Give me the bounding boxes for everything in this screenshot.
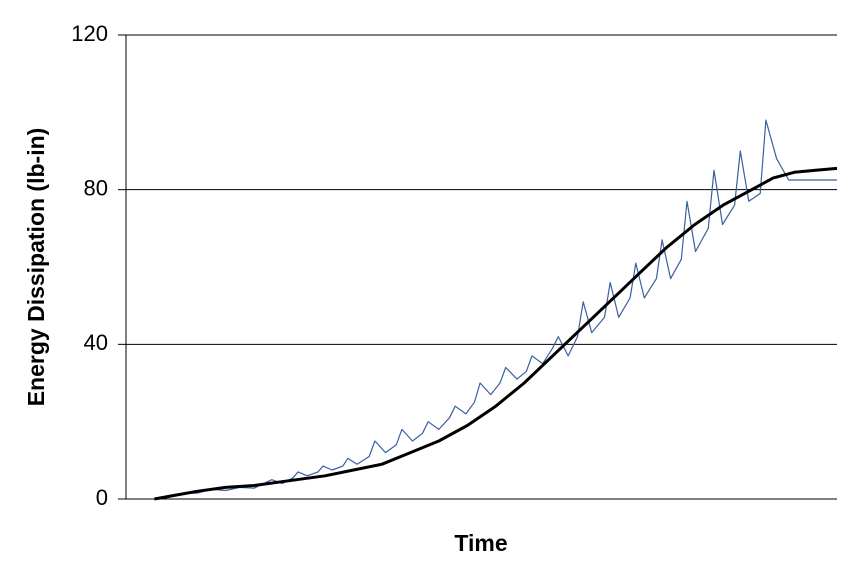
x-axis-label: Time: [454, 530, 507, 556]
y-tick-label: 80: [84, 175, 108, 200]
series-line: [154, 166, 838, 501]
y-tick-label: 40: [84, 330, 108, 355]
y-tick-label: 120: [71, 21, 108, 46]
y-tick-label: 0: [96, 485, 108, 510]
y-axis-label: Energy Dissipation (lb-in): [23, 128, 49, 407]
series-line: [154, 119, 837, 500]
